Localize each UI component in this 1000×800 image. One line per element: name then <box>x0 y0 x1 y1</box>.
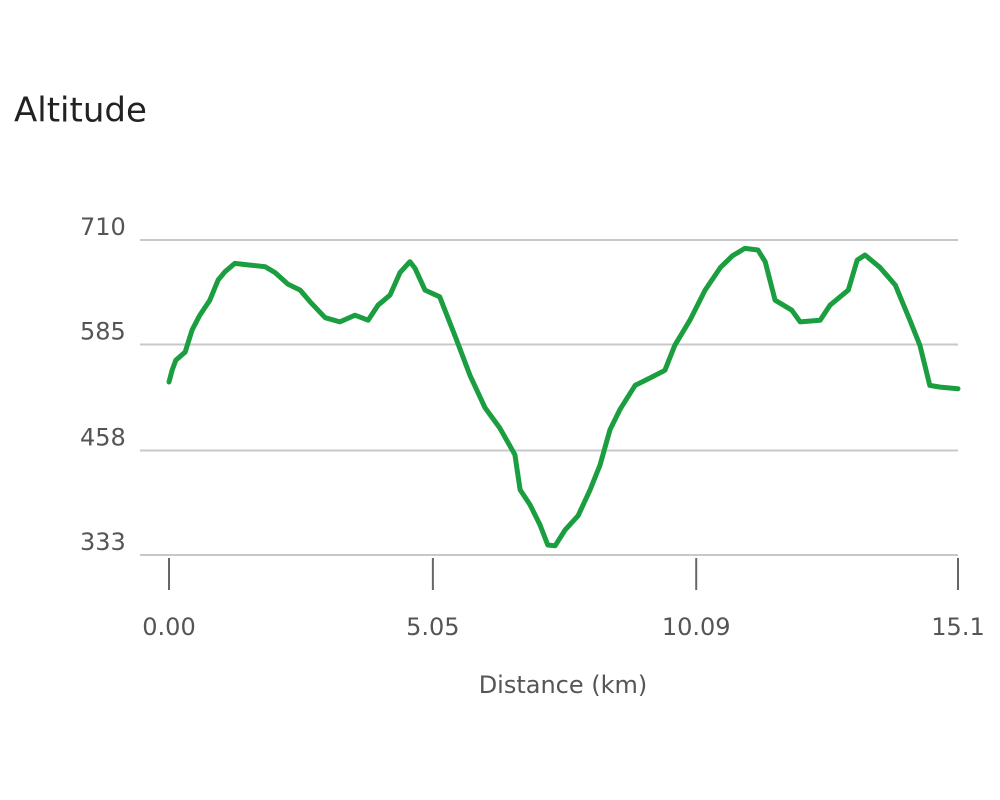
y-tick-label: 585 <box>80 317 126 345</box>
x-axis-label: Distance (km) <box>479 671 648 699</box>
x-tick-label: 5.05 <box>406 613 459 641</box>
x-tick-label: 0.00 <box>142 613 195 641</box>
x-tick-label: 15.1 <box>931 613 984 641</box>
altitude-line <box>166 245 961 549</box>
y-tick-label: 333 <box>80 528 126 556</box>
chart-title: Altitude <box>14 91 147 131</box>
y-tick-label: 458 <box>80 424 126 452</box>
x-tick-label: 10.09 <box>662 613 731 641</box>
y-tick-label: 710 <box>80 213 126 241</box>
